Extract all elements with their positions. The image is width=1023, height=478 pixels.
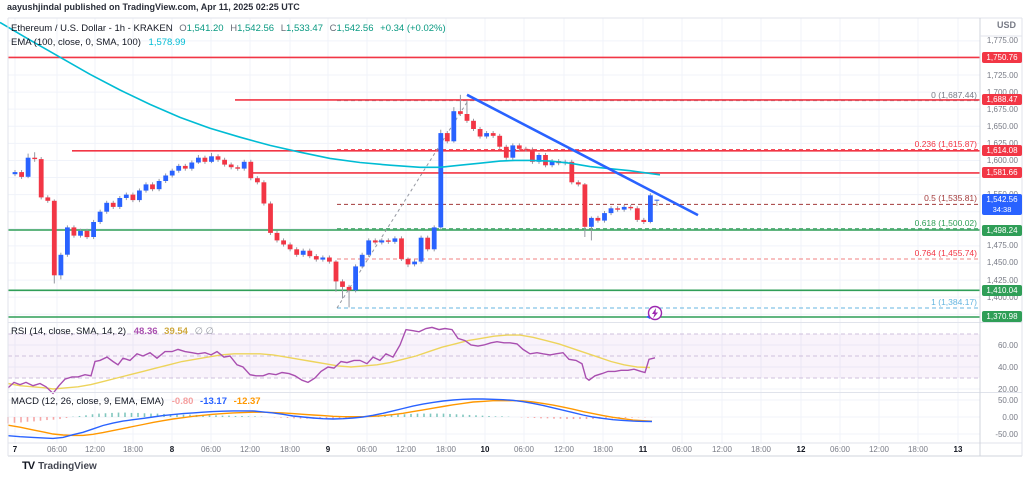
time-tick-label: 06:00 (513, 445, 535, 454)
fib-retracement-lines[interactable] (337, 100, 980, 309)
time-tick-label: 12:00 (84, 445, 106, 454)
macd-label[interactable]: MACD (12, 26, close, 9, EMA, EMA) (11, 396, 165, 407)
macd-tick-label: -50.00 (995, 429, 1018, 439)
time-tick-label: 18:00 (279, 445, 301, 454)
price-tick-label: 1,450.00 (986, 258, 1018, 268)
rsi-ma-line[interactable] (7, 334, 651, 390)
time-tick-label: 10 (480, 445, 490, 454)
pane-separators[interactable] (7, 17, 1023, 457)
macd-signal-line[interactable] (7, 400, 653, 437)
ohlc-close-value: 1,542.56 (336, 23, 374, 34)
time-tick-label: 9 (325, 445, 331, 454)
time-tick-label: 7 (12, 445, 18, 454)
rsi-tick-label: 60.00 (997, 340, 1018, 350)
fib-level-label: 0.618 (1,500.02) (914, 217, 977, 228)
rsi-line[interactable] (7, 326, 656, 395)
price-tick-label: 1,650.00 (986, 121, 1018, 131)
alert-lightning-icon[interactable] (646, 305, 663, 321)
time-tick-label: 18:00 (435, 445, 457, 454)
time-tick-label: 06:00 (829, 445, 851, 454)
rsi-extra-values: ∅ ∅ (194, 326, 214, 337)
time-tick-label: 06:00 (671, 445, 693, 454)
time-tick-label: 06:00 (356, 445, 378, 454)
macd-hist-value: -0.80 (171, 396, 194, 407)
fib-level-label: 0 (1,687.44) (931, 89, 977, 100)
rsi-tick-label: 20.00 (997, 384, 1018, 394)
macd-histogram (7, 412, 653, 424)
macd-tick-label: 0.00 (1002, 412, 1018, 422)
ema-legend: EMA (100, close, 0, SMA, 100) 1,578.99 (11, 37, 186, 48)
macd-line-value: -13.17 (200, 396, 227, 407)
fib-level-label: 0.764 (1,455.74) (914, 248, 977, 259)
time-tick-label: 12:00 (239, 445, 261, 454)
time-tick-label: 12 (796, 445, 806, 454)
fib-level-label: 1 (1,384.17) (931, 296, 977, 307)
price-label-badge: 1,410.04 (982, 284, 1022, 296)
price-label-badge: 1,688.47 (982, 94, 1022, 106)
time-tick-label: 12:00 (868, 445, 890, 454)
price-tick-label: 1,725.00 (986, 70, 1018, 80)
tradingview-logo[interactable]: TV TradingView (22, 460, 97, 472)
time-tick-label: 18:00 (750, 445, 772, 454)
rsi-ma-value: 39.54 (164, 326, 188, 337)
ohlc-low-value: 1,533.47 (286, 23, 323, 34)
price-label-badge: 1,581.66 (982, 167, 1022, 179)
time-tick-label: 06:00 (46, 445, 68, 454)
macd-legend: MACD (12, 26, close, 9, EMA, EMA) -0.80 … (11, 396, 261, 407)
price-change: +0.34 (+0.02%) (380, 23, 446, 34)
trendline[interactable] (466, 93, 699, 217)
ohlc-high-label: H (230, 23, 238, 34)
time-tick-label: 12:00 (553, 445, 575, 454)
price-tick-label: 1,700.00 (986, 87, 1018, 97)
price-label-badge: 1,614.08 (982, 145, 1022, 157)
time-tick-label: 18:00 (592, 445, 614, 454)
ohlc-close-label: C (329, 23, 337, 34)
price-tick-label: 1,475.00 (986, 241, 1018, 251)
rsi-band (8, 333, 980, 379)
symbol-legend: Ethereum / U.S. Dollar - 1h - KRAKEN O1,… (11, 23, 446, 34)
rsi-legend: RSI (14, close, SMA, 14, 2) 48.36 39.54 … (11, 326, 214, 337)
rsi-value: 48.36 (133, 326, 158, 337)
fib-level-label: 0.5 (1,535.81) (924, 193, 977, 204)
price-tick-label: 1,600.00 (986, 155, 1018, 165)
price-label-badge: 1,750.76 (982, 51, 1022, 63)
price-tick-label: 1,425.00 (986, 275, 1018, 285)
rsi-label[interactable]: RSI (14, close, SMA, 14, 2) (11, 326, 127, 337)
time-tick-label: 11 (638, 445, 648, 454)
time-tick-label: 8 (169, 445, 175, 454)
time-tick-label: 18:00 (122, 445, 144, 454)
bar-countdown: 34:38 (992, 204, 1012, 214)
ohlc-high-value: 1,542.56 (237, 23, 275, 34)
fib-level-label: 0.236 (1,615.87) (914, 138, 977, 149)
ohlc-open-value: 1,541.20 (186, 23, 224, 34)
tradingview-logo-text: TradingView (38, 460, 97, 472)
price-label-badge: 1,542.56 34:38 (982, 193, 1022, 215)
macd-tick-label: 50.00 (997, 395, 1018, 405)
ohlc-low-label: L (280, 23, 287, 34)
time-tick-label: 18:00 (907, 445, 929, 454)
price-tick-label: 1,775.00 (986, 36, 1018, 46)
price-tick-label: 1,625.00 (986, 138, 1018, 148)
macd-signal-value: -12.37 (233, 396, 261, 407)
tradingview-logo-icon: TV (22, 460, 35, 472)
price-axis-currency[interactable]: USD (996, 20, 1016, 30)
time-tick-label: 12:00 (711, 445, 733, 454)
ema-value: 1,578.99 (148, 37, 186, 48)
ema-line[interactable] (0, 21, 661, 176)
rsi-tick-label: 40.00 (997, 362, 1018, 372)
attribution-text: aayushjindal published on TradingView.co… (7, 2, 300, 12)
price-label-badge: 1,370.98 (982, 311, 1022, 323)
time-tick-label: 12:00 (395, 445, 417, 454)
price-tick-label: 1,675.00 (986, 104, 1018, 114)
ema-label[interactable]: EMA (100, close, 0, SMA, 100) (11, 37, 141, 48)
symbol-title[interactable]: Ethereum / U.S. Dollar - 1h - KRAKEN (11, 23, 173, 34)
time-tick-label: 13 (953, 445, 963, 454)
time-tick-label: 06:00 (200, 445, 222, 454)
price-tick-label: 1,400.00 (986, 292, 1018, 302)
macd-line[interactable] (7, 398, 653, 440)
ohlc-open-label: O (179, 23, 187, 34)
price-label-badge: 1,498.24 (982, 224, 1022, 236)
